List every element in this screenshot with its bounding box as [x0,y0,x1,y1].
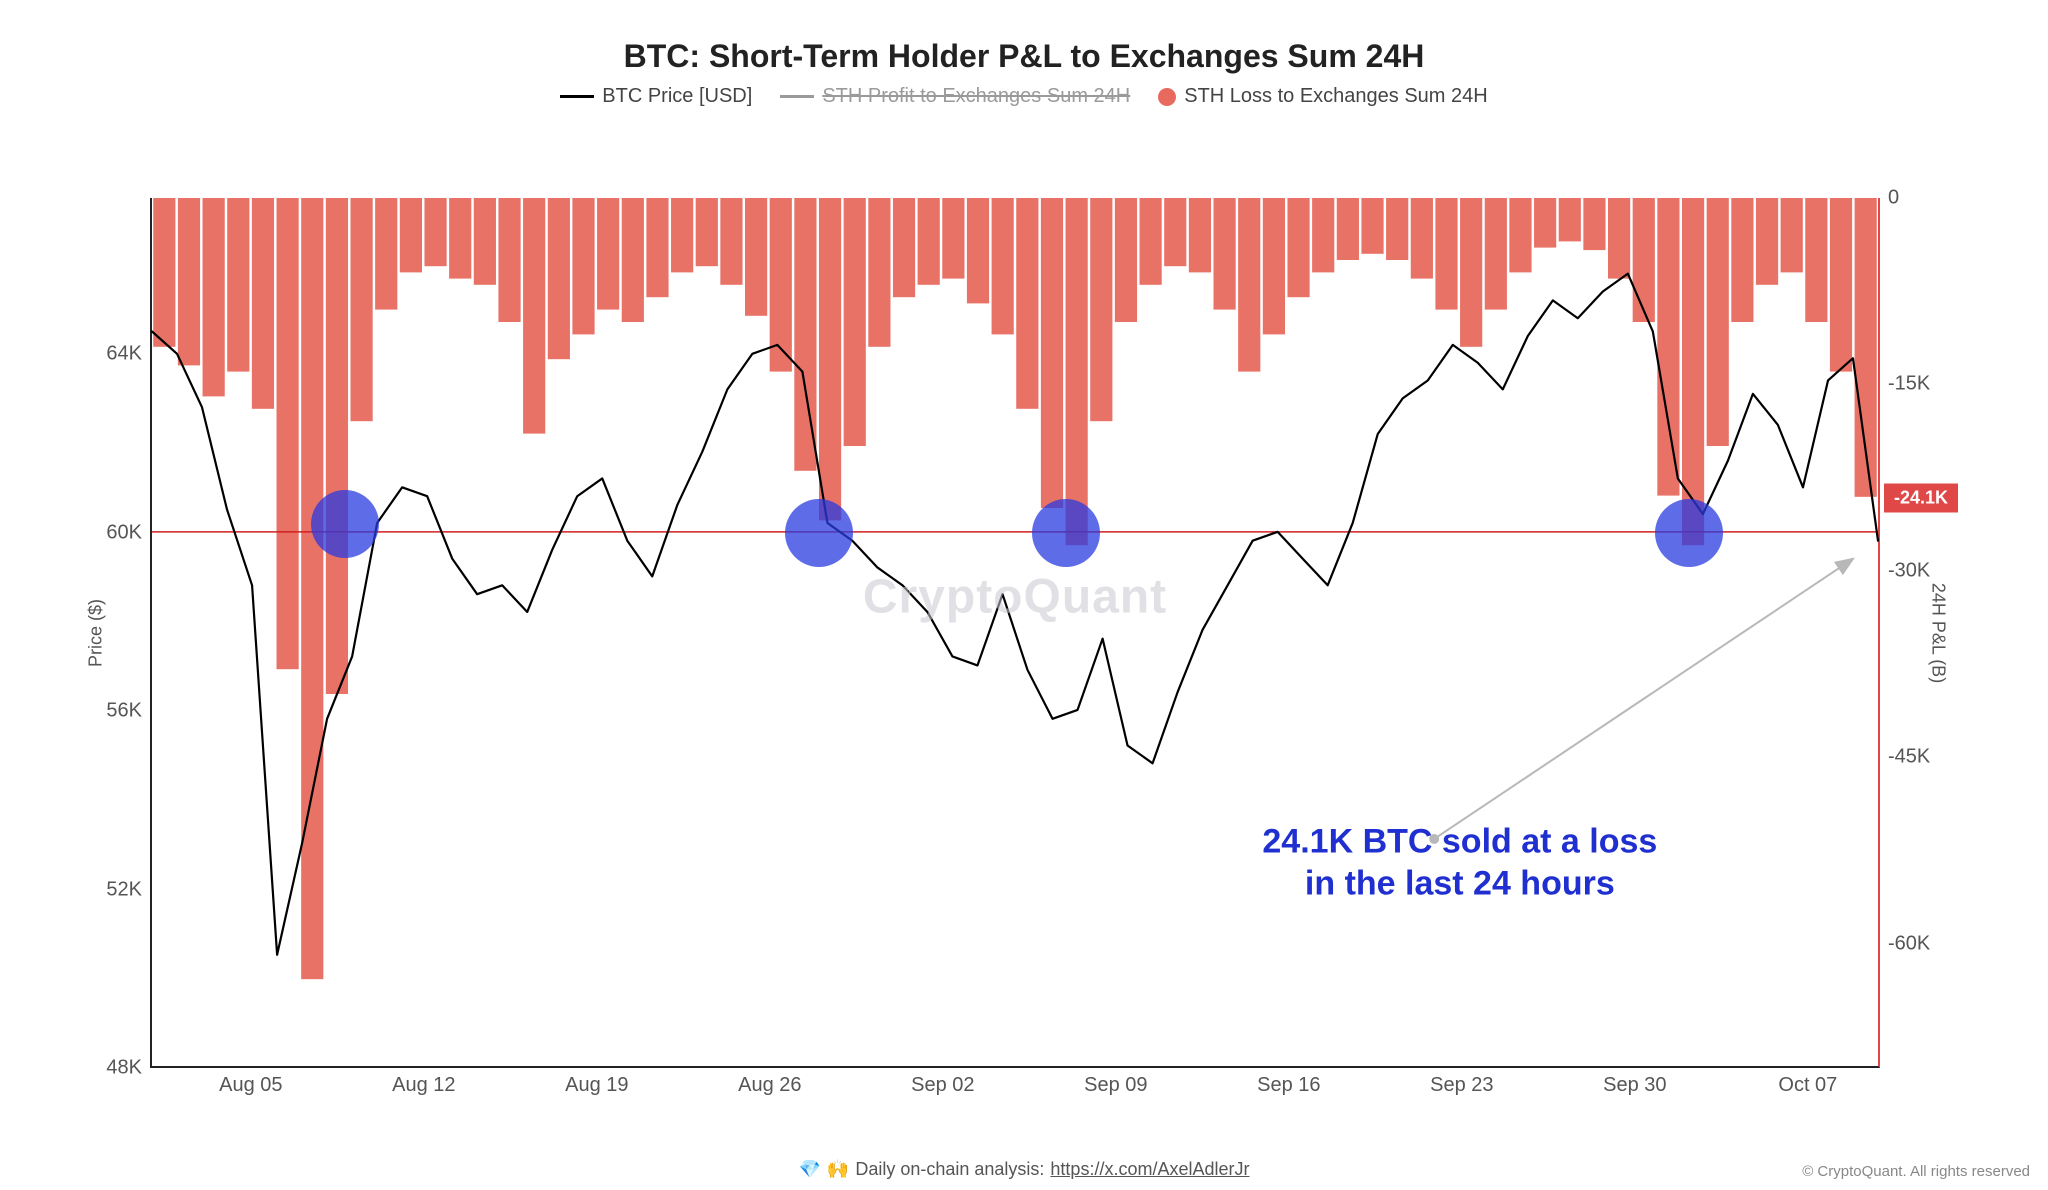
y-right-tick-label: -60K [1888,932,1930,955]
highlight-circle [1032,499,1100,567]
x-tick-label: Oct 07 [1778,1074,1837,1097]
chart-area: CryptoQuant 48K52K56K60K64K0-15K-30K-45K… [150,198,1880,1068]
highlight-circle [785,499,853,567]
x-tick-label: Aug 19 [565,1074,628,1097]
plot-area: CryptoQuant 48K52K56K60K64K0-15K-30K-45K… [150,198,1880,1068]
x-tick-label: Aug 05 [219,1074,282,1097]
footer-link[interactable]: https://x.com/AxelAdlerJr [1050,1159,1249,1180]
y-right-axis-label: 24H P&L (B) [1927,583,1948,683]
x-tick-label: Aug 26 [738,1074,801,1097]
y-right-tick-label: -30K [1888,559,1930,582]
annotation-arrow [1434,559,1853,839]
footer-text: Daily on-chain analysis: [855,1159,1044,1180]
y-left-tick-label: 64K [106,343,142,366]
footer-caption: 💎 🙌 Daily on-chain analysis: https://x.c… [0,1159,2048,1180]
x-tick-label: Sep 02 [911,1074,974,1097]
y-left-tick-label: 48K [106,1057,142,1080]
y-right-tick-label: -15K [1888,373,1930,396]
legend-item-loss: STH Loss to Exchanges Sum 24H [1158,85,1487,108]
x-tick-label: Sep 09 [1084,1074,1147,1097]
x-tick-label: Sep 23 [1430,1074,1493,1097]
annotation-text: 24.1K BTC sold at a lossin the last 24 h… [1262,820,1657,905]
value-callout-badge: -24.1K [1884,483,1958,512]
y-left-tick-label: 60K [106,521,142,544]
legend-label: STH Loss to Exchanges Sum 24H [1184,85,1487,108]
y-left-tick-label: 52K [106,878,142,901]
x-tick-label: Sep 16 [1257,1074,1320,1097]
gem-icon: 💎 [798,1159,820,1180]
legend-item-profit: STH Profit to Exchanges Sum 24H [780,85,1130,108]
chart-svg [152,198,1878,1066]
y-left-axis-label: Price ($) [86,599,107,667]
y-right-tick-label: 0 [1888,187,1899,210]
legend-swatch-line [560,95,594,98]
legend-label: STH Profit to Exchanges Sum 24H [822,85,1130,108]
legend-label: BTC Price [USD] [602,85,752,108]
x-tick-label: Sep 30 [1603,1074,1666,1097]
copyright: © CryptoQuant. All rights reserved [1802,1163,2030,1180]
x-tick-label: Aug 12 [392,1074,455,1097]
legend-item-price: BTC Price [USD] [560,85,752,108]
chart-title: BTC: Short-Term Holder P&L to Exchanges … [0,38,2048,75]
legend-swatch-line [780,95,814,98]
legend: BTC Price [USD] STH Profit to Exchanges … [0,85,2048,108]
highlight-circle [1655,499,1723,567]
y-left-tick-label: 56K [106,700,142,723]
hands-icon: 🙌 [827,1159,849,1180]
legend-swatch-circle [1158,88,1176,106]
y-right-tick-label: -45K [1888,746,1930,769]
highlight-circle [311,490,379,558]
